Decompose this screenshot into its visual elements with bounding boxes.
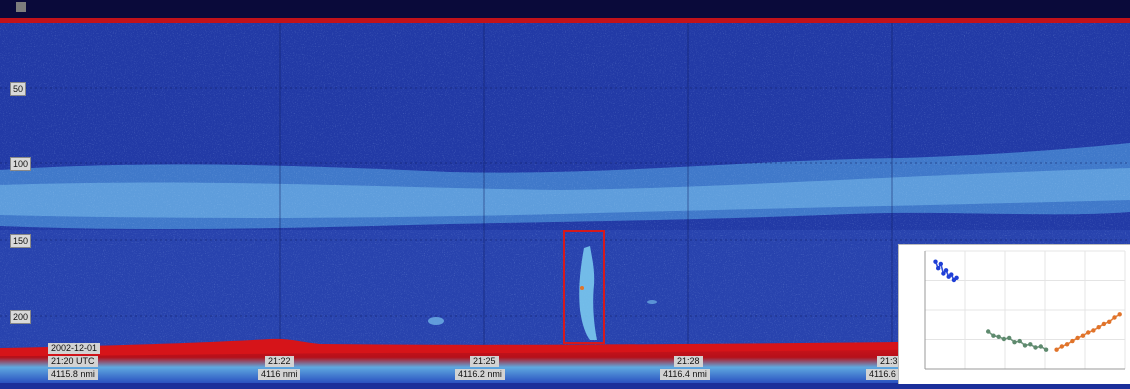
depth-label-50: 50 xyxy=(10,82,27,96)
inset-data-point xyxy=(1070,338,1075,344)
inset-data-point xyxy=(933,259,938,264)
inset-data-point xyxy=(1012,340,1017,345)
inset-data-point xyxy=(1091,328,1096,333)
inset-data-point xyxy=(1043,347,1049,352)
echo-trace xyxy=(579,246,597,340)
inset-data-point xyxy=(1007,335,1012,341)
inset-data-point xyxy=(943,268,949,273)
top-bar xyxy=(0,0,1130,20)
inset-data-point xyxy=(949,272,954,277)
time-tick-label: 21:25 xyxy=(470,356,499,367)
inset-chart xyxy=(898,244,1130,384)
inset-data-point xyxy=(1075,335,1080,341)
corner-handle[interactable] xyxy=(16,2,26,12)
inset-data-point xyxy=(1059,344,1064,349)
time-tick-label: 21:28 xyxy=(674,356,703,367)
inset-data-point xyxy=(941,271,946,276)
distance-tick-label: 4116.4 nmi xyxy=(660,369,710,380)
inset-data-point xyxy=(1112,315,1117,320)
target-marker xyxy=(580,286,584,290)
distance-tick-label: 4116.2 nmi xyxy=(455,369,505,380)
inset-data-point xyxy=(936,266,941,271)
inset-data-point xyxy=(1028,342,1033,347)
inset-data-point xyxy=(1117,312,1122,317)
time-tick-label: 21:22 xyxy=(265,356,294,367)
inset-data-point xyxy=(1107,319,1112,324)
inset-data-point xyxy=(1080,333,1086,338)
start-distance-label: 4115.8 nmi xyxy=(48,369,98,380)
inset-data-point xyxy=(938,261,943,267)
depth-label-150: 150 xyxy=(10,234,32,248)
inset-data-point xyxy=(1064,342,1070,347)
depth-label-100: 100 xyxy=(10,157,32,171)
time-tick-label: 21:3 xyxy=(877,356,901,367)
inset-data-point xyxy=(1001,336,1007,342)
inset-chart-svg xyxy=(924,250,1126,370)
inset-data-point xyxy=(1086,330,1091,335)
inset-data-point xyxy=(1101,321,1107,327)
inset-data-point xyxy=(1022,343,1028,348)
inset-data-point xyxy=(1096,325,1101,330)
inset-data-point xyxy=(1017,338,1022,344)
inset-data-point xyxy=(986,329,991,334)
surface-line xyxy=(0,18,1130,23)
date-label: 2002-12-01 xyxy=(48,343,101,354)
time-utc-label: 21:20 UTC xyxy=(48,356,98,367)
selection-box xyxy=(563,230,605,344)
inset-data-point xyxy=(1033,345,1038,350)
inset-data-point xyxy=(1038,344,1043,349)
distance-tick-label: 4116.6 xyxy=(866,369,899,380)
inset-data-point xyxy=(954,275,959,280)
depth-label-200: 200 xyxy=(10,310,32,324)
distance-tick-label: 4116 nmi xyxy=(258,369,301,380)
inset-data-point xyxy=(1054,347,1059,352)
inset-data-point xyxy=(996,334,1001,339)
inset-data-point xyxy=(991,333,996,338)
